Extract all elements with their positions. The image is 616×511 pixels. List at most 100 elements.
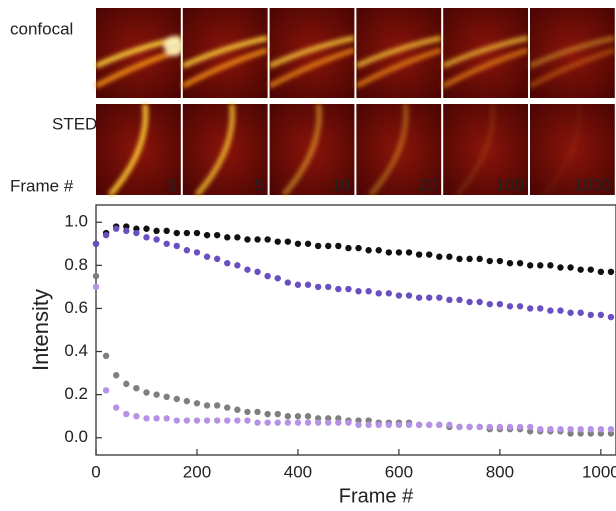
image-feature	[455, 103, 496, 197]
y-tick-label: 0.8	[64, 255, 88, 274]
point	[567, 264, 574, 271]
point	[547, 425, 554, 433]
filament	[181, 35, 269, 69]
point	[415, 251, 423, 258]
point	[567, 309, 574, 316]
point	[274, 238, 281, 245]
point	[607, 425, 615, 433]
point	[537, 262, 544, 269]
point	[274, 410, 281, 418]
point	[537, 425, 544, 433]
point	[395, 421, 403, 429]
point	[426, 294, 433, 301]
point	[587, 311, 594, 319]
point	[335, 242, 342, 250]
point	[577, 309, 584, 316]
point	[436, 294, 443, 301]
filament	[281, 103, 322, 197]
point	[365, 288, 372, 295]
point	[476, 423, 483, 431]
frame-number: 100	[496, 175, 524, 194]
row-label: confocal	[10, 19, 73, 38]
point	[244, 236, 251, 243]
image-strip: 1 5 10 20 100 1000	[94, 8, 616, 197]
point	[557, 264, 564, 271]
point	[183, 247, 191, 254]
point	[436, 253, 443, 260]
image-feature	[281, 103, 322, 197]
x-tick-label: 400	[284, 462, 312, 481]
point	[486, 423, 493, 431]
point	[516, 423, 524, 431]
series	[92, 225, 615, 321]
y-axis-label: Intensity	[28, 289, 53, 371]
point	[284, 413, 292, 420]
filament	[268, 35, 355, 69]
point	[506, 303, 514, 310]
point	[345, 244, 352, 252]
point	[446, 253, 453, 260]
point	[496, 300, 504, 308]
point	[587, 425, 594, 433]
point	[203, 402, 211, 409]
y-tick-label: 0.2	[64, 384, 88, 403]
point	[496, 257, 504, 265]
point	[234, 234, 241, 241]
point	[345, 285, 352, 293]
point	[133, 413, 140, 420]
frame-number: 1000	[573, 175, 611, 194]
point	[102, 231, 110, 239]
point	[355, 244, 362, 252]
point	[405, 421, 413, 429]
point	[173, 242, 180, 250]
filament	[442, 47, 529, 89]
frame-label: Frame #	[10, 176, 74, 195]
point	[213, 255, 221, 263]
point	[163, 227, 170, 235]
point	[284, 279, 292, 286]
point	[153, 227, 160, 235]
filament	[108, 103, 149, 197]
point	[213, 231, 221, 239]
point	[516, 303, 524, 310]
filament	[455, 103, 496, 197]
point	[264, 272, 271, 280]
point	[526, 423, 534, 431]
point	[547, 262, 554, 269]
point	[143, 415, 150, 422]
point	[153, 236, 160, 243]
point	[294, 240, 302, 247]
x-tick-label: 600	[385, 462, 413, 481]
point	[264, 419, 271, 426]
image-feature	[442, 35, 529, 89]
filament	[355, 35, 442, 69]
point	[193, 229, 201, 237]
point	[244, 408, 251, 416]
point	[537, 305, 544, 312]
point	[234, 417, 241, 424]
point	[173, 395, 180, 403]
point	[254, 419, 261, 426]
point	[264, 410, 271, 418]
point	[456, 255, 463, 263]
point	[304, 413, 312, 420]
point	[284, 238, 292, 245]
image-feature	[181, 35, 269, 89]
point	[587, 266, 594, 273]
point	[163, 415, 170, 422]
point	[547, 307, 554, 314]
point	[557, 425, 564, 433]
filament	[181, 47, 269, 89]
point	[335, 419, 342, 426]
point	[375, 290, 382, 297]
point	[375, 421, 382, 429]
point	[395, 249, 403, 256]
series	[92, 283, 615, 433]
point	[304, 240, 312, 247]
point	[203, 231, 211, 239]
point	[112, 225, 120, 232]
image-feature	[194, 103, 235, 197]
point	[123, 410, 130, 418]
point	[597, 425, 605, 433]
